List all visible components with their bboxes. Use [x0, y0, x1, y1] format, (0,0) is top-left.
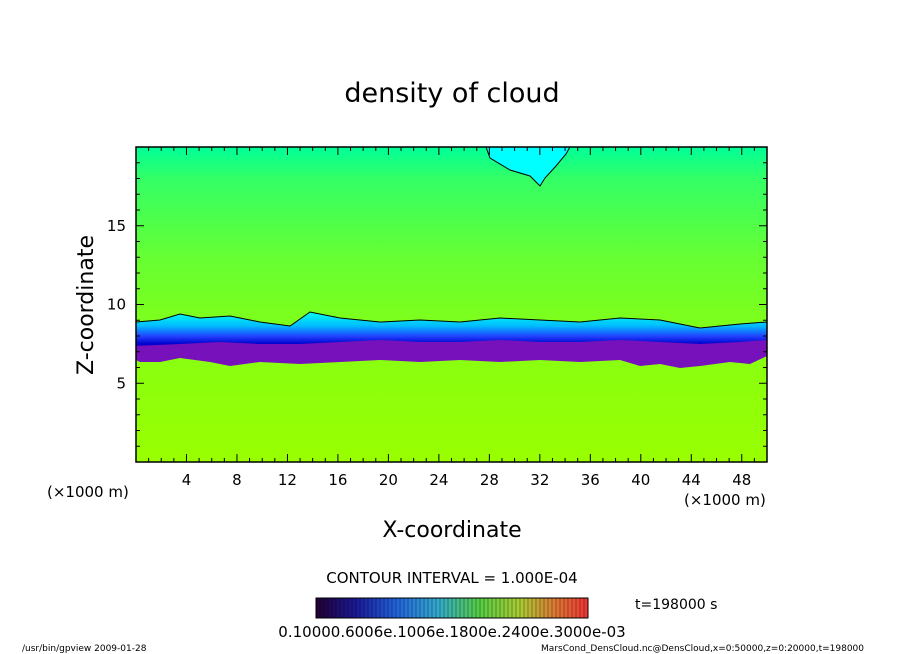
- x-tick-label: 12: [278, 471, 297, 489]
- field-background: [136, 147, 767, 462]
- x-tick-label: 28: [480, 471, 499, 489]
- x-unit-label-left: (×1000 m): [47, 483, 129, 501]
- time-label: t=198000 s: [635, 597, 717, 613]
- y-tick-label: 15: [107, 217, 126, 235]
- x-tick-label: 24: [429, 471, 448, 489]
- y-axis-title: Z-coordinate: [74, 235, 99, 375]
- x-tick-label: 8: [232, 471, 242, 489]
- x-tick-label: 36: [581, 471, 600, 489]
- x-tick-label: 48: [732, 471, 751, 489]
- cloud-base: [136, 340, 767, 368]
- footer-left: /usr/bin/gpview 2009-01-28: [22, 644, 147, 654]
- colorbar-stripes: [319, 598, 585, 618]
- x-tick-label: 4: [182, 471, 192, 489]
- footer-right: MarsCond_DensCloud.nc@DensCloud,x=0:5000…: [541, 644, 864, 654]
- contour-line: [136, 311, 767, 329]
- x-tick-label: 20: [379, 471, 398, 489]
- x-axis-ticks: 4 8 12 16 20 24 28 32 36 40 44 48: [148, 147, 755, 489]
- y-axis-ticks: 5 10 15: [107, 162, 767, 447]
- x-tick-label: 32: [530, 471, 549, 489]
- x-tick-label: 16: [328, 471, 347, 489]
- contour-interval-label: CONTOUR INTERVAL = 1.000E-04: [326, 569, 577, 587]
- cyan-top-region: [485, 147, 571, 187]
- x-unit-label-right: (×1000 m): [684, 491, 766, 509]
- x-axis-title: X-coordinate: [382, 518, 521, 543]
- chart-title: density of cloud: [344, 78, 559, 109]
- x-tick-label: 40: [631, 471, 650, 489]
- x-tick-label: 44: [682, 471, 701, 489]
- colorbar-tick-labels: 0.10000.6006e.1006e.1800e.2400e.3000e-03: [278, 623, 625, 641]
- y-tick-label: 5: [116, 374, 126, 392]
- y-tick-label: 10: [107, 296, 126, 314]
- plot-area: [136, 147, 767, 462]
